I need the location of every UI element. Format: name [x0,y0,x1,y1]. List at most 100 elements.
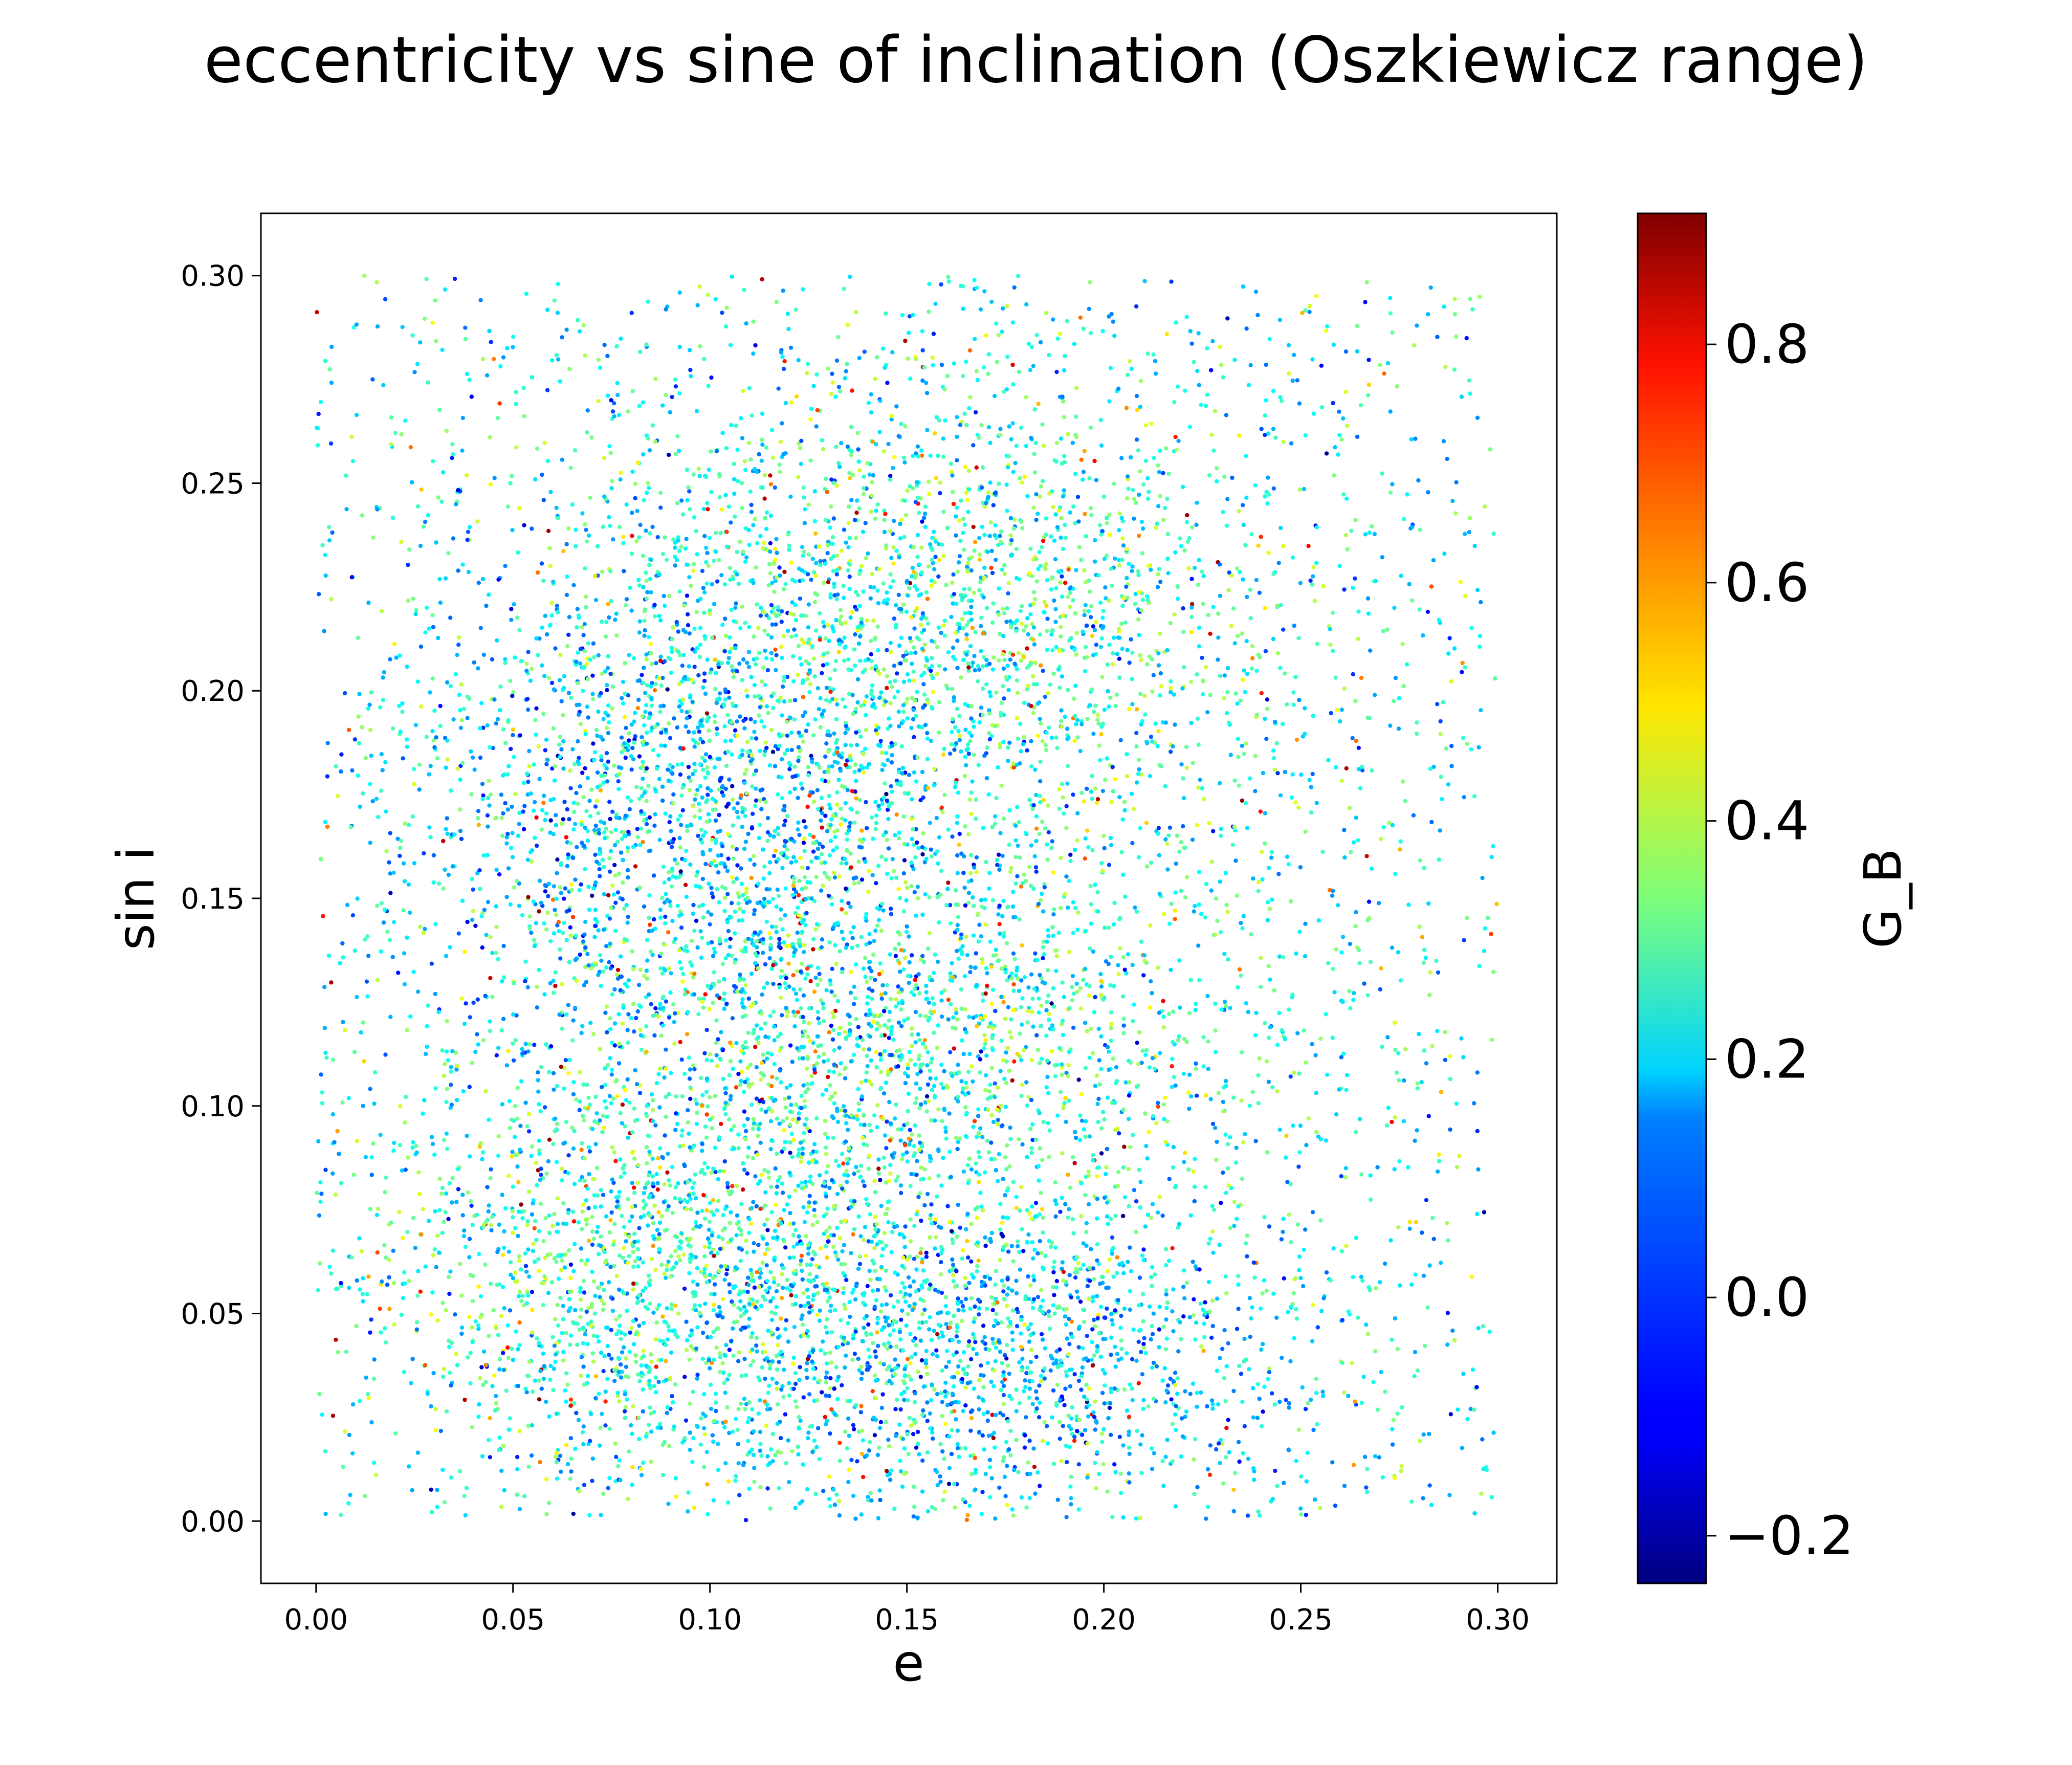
data-point [820,712,824,717]
data-point [604,766,609,771]
data-point [395,836,400,841]
data-point [535,984,539,989]
data-point [670,919,675,923]
data-point [990,898,996,902]
data-point [944,583,949,587]
data-point [505,1323,510,1328]
data-point [1343,1166,1348,1171]
data-point [502,1229,506,1234]
data-point [887,716,891,721]
data-point [878,961,883,966]
data-point [323,820,328,824]
data-point [874,813,879,818]
data-point [345,902,350,908]
data-point [1199,1390,1203,1395]
data-point [600,857,605,863]
data-point [663,914,668,919]
data-point [488,435,492,439]
data-point [1237,433,1242,438]
data-point [842,658,847,663]
data-point [916,1442,920,1446]
data-point [1020,996,1025,1001]
data-point [777,1121,782,1126]
data-point [722,977,726,982]
data-point [614,344,619,349]
data-point [658,654,663,659]
data-point [654,1081,659,1086]
data-point [665,1405,670,1409]
data-point [868,1277,873,1282]
data-point [641,1387,645,1392]
data-point [1250,1090,1255,1094]
data-point [888,1477,893,1482]
data-point [1030,1240,1034,1245]
data-point [556,1323,561,1328]
data-point [1372,693,1377,697]
data-point [327,367,332,371]
data-point [998,432,1003,437]
data-point [1080,1365,1085,1370]
data-point [814,424,819,429]
data-point [1034,579,1039,584]
data-point [589,966,594,971]
data-point [951,1241,955,1245]
data-point [660,1473,666,1477]
data-point [689,1207,693,1211]
data-point [323,1511,328,1516]
data-point [793,1188,798,1193]
data-point [472,660,476,665]
data-point [989,565,994,570]
data-point [698,1269,703,1274]
data-point [836,1163,841,1168]
data-point [1482,1210,1487,1215]
data-point [1145,496,1151,501]
data-point [925,946,931,951]
data-point [1193,1008,1198,1012]
data-point [936,1107,941,1112]
data-point [506,1427,511,1432]
data-point [603,634,608,639]
data-point [757,835,761,841]
data-point [891,1305,896,1309]
data-point [1027,865,1032,869]
data-point [459,1325,465,1330]
data-point [1181,665,1186,670]
data-point [832,582,836,586]
data-point [1083,669,1088,674]
data-point [626,693,631,698]
data-point [886,1072,890,1077]
data-point [1034,1389,1039,1394]
data-point [893,833,897,837]
data-point [1024,687,1029,692]
data-point [744,321,748,326]
data-point [1191,1170,1196,1174]
data-point [809,406,814,411]
data-point [874,509,878,513]
data-point [747,1316,752,1321]
data-point [664,558,669,562]
data-point [1024,444,1029,449]
data-point [548,981,553,986]
data-point [783,1327,788,1332]
data-point [568,1342,572,1347]
data-point [893,1004,898,1009]
data-point [956,1202,960,1207]
data-point [737,1226,741,1230]
data-point [1303,308,1308,313]
data-point [1245,1233,1249,1238]
data-point [1010,320,1016,325]
data-point [858,1234,863,1239]
data-point [762,628,767,633]
data-point [551,726,556,731]
data-point [977,557,982,562]
data-point [1103,925,1107,930]
data-point [749,1271,754,1276]
data-point [1452,367,1457,372]
data-point [444,1049,449,1054]
data-point [579,882,583,887]
data-point [665,1306,669,1311]
data-point [1053,620,1058,624]
data-point [1248,776,1252,781]
data-point [583,729,588,734]
data-point [534,1160,539,1165]
